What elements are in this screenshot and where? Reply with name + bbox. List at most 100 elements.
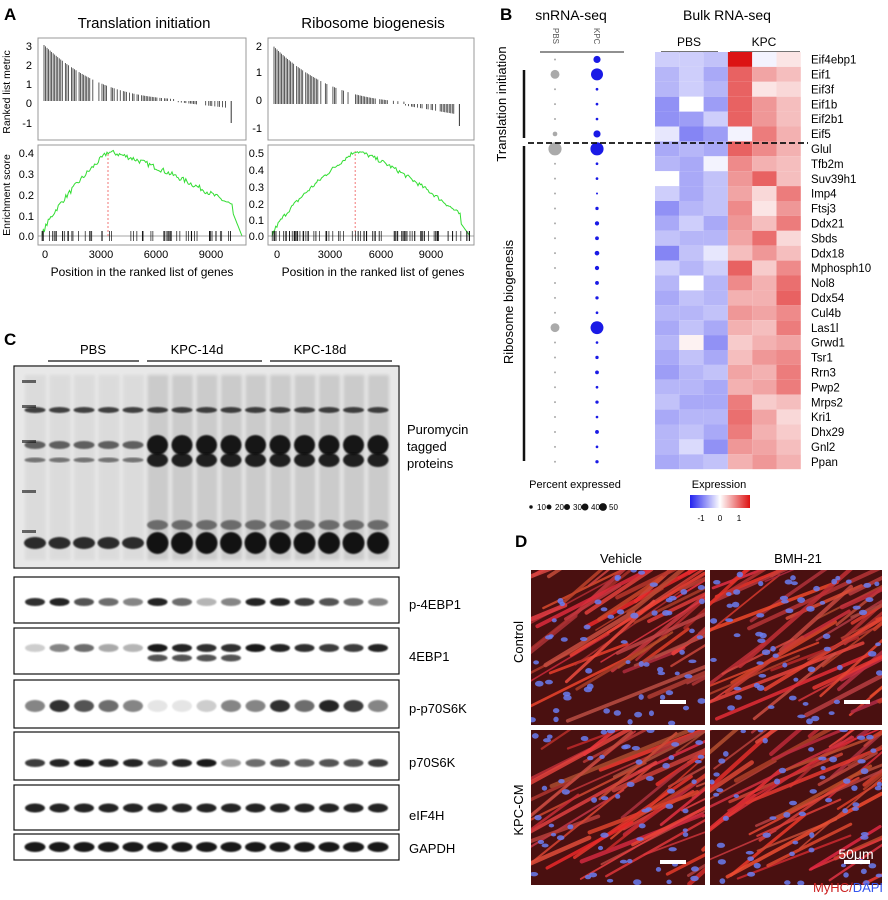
nucleus — [679, 649, 685, 655]
band — [318, 435, 340, 455]
band — [220, 407, 242, 413]
myotube — [679, 576, 705, 592]
band — [49, 457, 70, 463]
myotube — [766, 822, 853, 867]
heat-cell — [703, 81, 728, 97]
nucleus — [615, 793, 621, 799]
heat-cell — [752, 66, 777, 82]
dot-pbs — [554, 430, 556, 433]
band — [123, 644, 143, 652]
heat-cell — [679, 156, 704, 172]
band — [269, 407, 291, 413]
dot-pbs — [554, 192, 556, 195]
band — [196, 803, 217, 813]
heat-cell — [703, 335, 728, 350]
stain-myhc: MyHC — [813, 880, 849, 895]
nucleus — [862, 880, 870, 885]
band — [245, 435, 266, 455]
band — [343, 842, 364, 852]
nucleus — [860, 868, 867, 875]
dot-pbs — [554, 207, 556, 210]
nucleus — [630, 570, 637, 573]
tick: 0.4 — [249, 165, 264, 177]
nucleus — [613, 710, 622, 716]
heat-cell — [727, 260, 753, 276]
nucleus — [867, 650, 877, 657]
heat-cell — [727, 409, 753, 425]
heat-cell — [703, 201, 728, 216]
myotube — [615, 570, 678, 600]
myotube — [582, 730, 649, 764]
myotube — [771, 730, 846, 761]
nucleus — [668, 847, 677, 852]
myotube — [830, 730, 882, 779]
heat-cell — [752, 320, 777, 336]
row-label-control: Control — [511, 621, 526, 663]
heat-cell — [752, 201, 777, 216]
myotube — [721, 638, 794, 675]
nucleus — [634, 711, 643, 718]
band — [221, 598, 241, 606]
band — [245, 803, 266, 813]
heat-cell — [776, 230, 801, 246]
band — [25, 803, 45, 813]
band — [319, 759, 339, 767]
heat-cell — [655, 215, 680, 231]
band — [73, 457, 95, 463]
heat-cell — [703, 215, 728, 231]
band — [147, 407, 168, 413]
nucleus — [782, 662, 788, 668]
gene-label: Ftsj3 — [811, 204, 836, 216]
gene-label: Mrps2 — [811, 397, 843, 409]
nucleus — [747, 856, 754, 862]
dot-kpc — [595, 430, 599, 434]
heat-cell — [679, 454, 704, 470]
heat-cell — [752, 350, 777, 365]
band — [147, 520, 168, 530]
myotube — [651, 730, 705, 754]
band — [147, 435, 168, 455]
nucleus — [548, 823, 555, 828]
band — [73, 441, 95, 449]
myotube — [748, 776, 860, 836]
nucleus — [807, 666, 816, 673]
nucleus — [710, 618, 718, 624]
nucleus — [745, 850, 754, 855]
heat-cell — [776, 364, 801, 380]
band — [318, 532, 340, 554]
heat-cell — [655, 245, 680, 261]
tick: 0.5 — [249, 148, 264, 160]
dot-pbs — [554, 252, 556, 255]
size-legend-label: 40 — [591, 503, 600, 512]
lane-group-pbs: PBS — [80, 342, 106, 357]
band — [343, 598, 364, 606]
band — [245, 407, 266, 413]
heat-cell — [703, 364, 728, 380]
heat-cell — [655, 230, 680, 246]
nucleus — [823, 646, 831, 652]
dot-pbs — [554, 177, 556, 180]
western-blots — [13, 365, 400, 861]
nucleus — [630, 612, 639, 619]
tick: 0.2 — [249, 199, 264, 211]
gene-label: Ddx21 — [811, 219, 844, 231]
myotube — [710, 760, 754, 794]
heat-cell — [679, 186, 704, 201]
myotube — [776, 764, 873, 819]
dot-kpc — [595, 385, 599, 389]
tick: 6000 — [369, 249, 393, 261]
nucleus — [657, 666, 664, 673]
nucleus — [690, 875, 699, 882]
dot-pbs — [554, 118, 556, 121]
dot-pbs — [554, 267, 556, 270]
band — [343, 407, 364, 413]
enrichment-curve — [41, 149, 243, 237]
heat-cell — [679, 81, 704, 97]
myotube — [647, 670, 705, 699]
myotube — [848, 575, 882, 596]
gene-label: Las1l — [811, 323, 839, 335]
nucleus — [645, 807, 652, 811]
nucleus — [783, 811, 791, 818]
nucleus — [558, 779, 565, 784]
heat-cell — [727, 126, 753, 142]
